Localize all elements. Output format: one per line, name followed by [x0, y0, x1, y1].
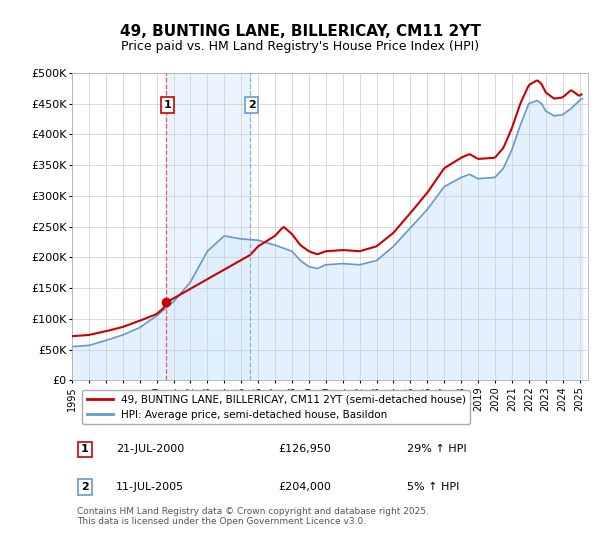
Text: £126,950: £126,950 [278, 444, 331, 454]
Text: 29% ↑ HPI: 29% ↑ HPI [407, 444, 467, 454]
Text: Contains HM Land Registry data © Crown copyright and database right 2025.
This d: Contains HM Land Registry data © Crown c… [77, 507, 429, 526]
Bar [166, 73, 250, 380]
Legend: 49, BUNTING LANE, BILLERICAY, CM11 2YT (semi-detached house), HPI: Average price: 49, BUNTING LANE, BILLERICAY, CM11 2YT (… [82, 390, 470, 424]
Text: 2: 2 [81, 482, 89, 492]
Text: 5% ↑ HPI: 5% ↑ HPI [407, 482, 460, 492]
Text: 11-JUL-2005: 11-JUL-2005 [116, 482, 184, 492]
Text: 21-JUL-2000: 21-JUL-2000 [116, 444, 184, 454]
Text: 1: 1 [164, 100, 172, 110]
Text: £204,000: £204,000 [278, 482, 331, 492]
Text: Price paid vs. HM Land Registry's House Price Index (HPI): Price paid vs. HM Land Registry's House … [121, 40, 479, 53]
Text: 2: 2 [248, 100, 256, 110]
Text: 1: 1 [81, 444, 89, 454]
Text: 49, BUNTING LANE, BILLERICAY, CM11 2YT: 49, BUNTING LANE, BILLERICAY, CM11 2YT [119, 24, 481, 39]
